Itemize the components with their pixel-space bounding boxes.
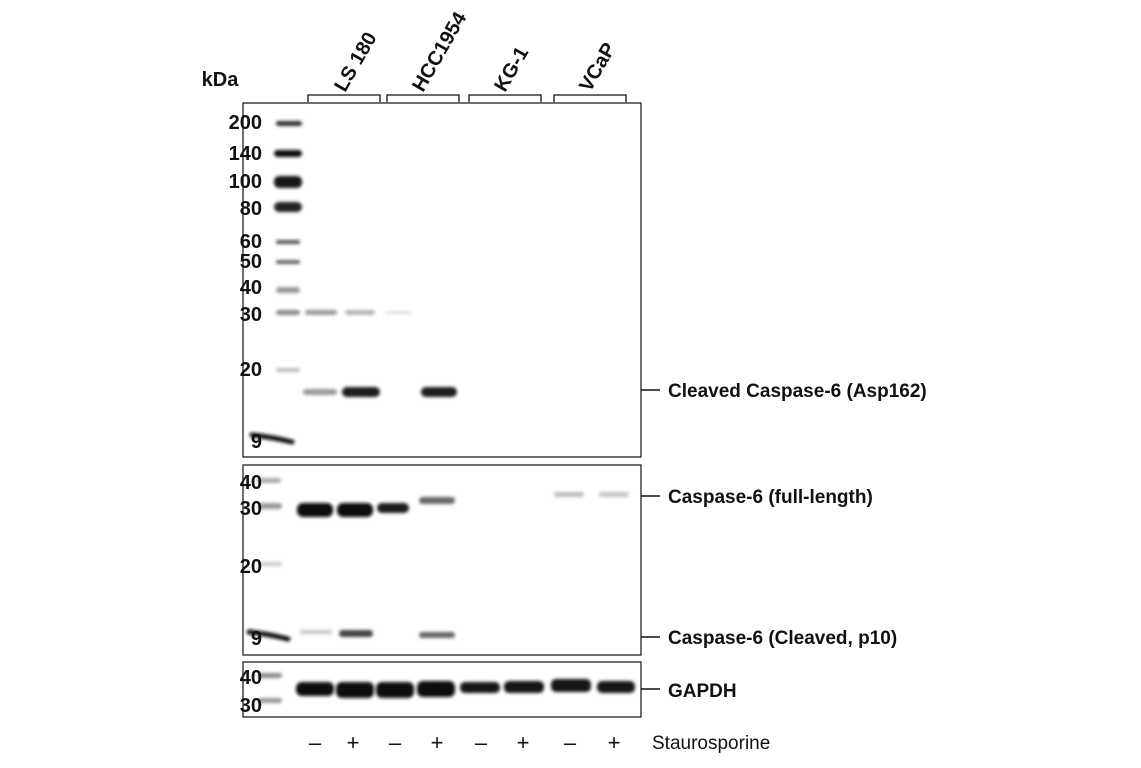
cell-line-ls180-header: LS 180 xyxy=(307,29,382,102)
band-ls180-pos-p10 xyxy=(339,630,373,637)
cell-line-vcap-label: VCaP xyxy=(575,39,620,95)
target-gapdh-label: GAPDH xyxy=(668,681,737,702)
marker-label-140: 140 xyxy=(229,143,262,165)
ladder-band-50 xyxy=(276,260,300,264)
kda-unit-label: kDa xyxy=(202,69,240,91)
cell-line-hcc1954-header: HCC1954 xyxy=(386,8,472,102)
band-ls180-pos-gapdh xyxy=(336,682,374,698)
band-ls180-neg-gapdh xyxy=(296,682,334,696)
treatment-sign-lane-6: + xyxy=(517,730,530,755)
cell-line-ls180-bracket xyxy=(307,94,381,102)
ladder-band-40-p3 xyxy=(258,673,282,678)
ladder-band-80 xyxy=(274,202,302,212)
treatment-sign-lane-2: + xyxy=(347,730,360,755)
band-hcc1954-neg-30kda xyxy=(385,311,411,314)
panel-cleaved-caspase6-markers: 200 140 100 80 60 50 40 30 20 9 xyxy=(229,112,262,453)
target-caspase6-full-length-label: Caspase-6 (full-length) xyxy=(668,487,873,508)
band-ls180-pos-17kda xyxy=(342,387,380,397)
band-hcc1954-pos-full-length xyxy=(419,497,455,504)
ladder-band-20 xyxy=(276,368,300,372)
panel-caspase6-ladder xyxy=(246,478,291,642)
cell-line-vcap-header: VCaP xyxy=(553,39,627,102)
marker-label-100: 100 xyxy=(229,171,262,193)
panel-cleaved-caspase6: 200 140 100 80 60 50 40 30 20 9 Cleaved … xyxy=(229,102,927,458)
treatment-name-label: Staurosporine xyxy=(652,733,770,754)
band-hcc1954-pos-17kda xyxy=(421,387,457,397)
cell-line-vcap-bracket xyxy=(553,94,627,102)
treatment-sign-lane-1: – xyxy=(309,730,322,755)
treatment-sign-lane-7: – xyxy=(564,730,577,755)
band-ls180-pos-30kda xyxy=(345,310,375,315)
cell-line-kg1-header: KG-1 xyxy=(468,43,542,102)
marker-label-40-p2: 40 xyxy=(240,472,262,494)
band-ls180-pos-full-length xyxy=(337,503,373,517)
marker-label-60: 60 xyxy=(240,231,262,253)
panel-gapdh-markers: 40 30 xyxy=(240,667,262,717)
ladder-band-20-p2 xyxy=(258,562,282,566)
marker-label-30-p3: 30 xyxy=(240,695,262,717)
band-hcc1954-pos-p10 xyxy=(419,632,455,638)
treatment-sign-lane-3: – xyxy=(389,730,402,755)
target-cleaved-caspase6-label: Cleaved Caspase-6 (Asp162) xyxy=(668,381,927,402)
marker-label-9-p2: 9 xyxy=(251,628,262,650)
cell-line-headers: LS 180 HCC1954 KG-1 VCaP xyxy=(307,8,627,102)
marker-label-40: 40 xyxy=(240,277,262,299)
panel-gapdh-ladder xyxy=(258,673,282,703)
panel-cleaved-caspase6-ladder xyxy=(249,121,302,445)
marker-label-20-p2: 20 xyxy=(240,556,262,578)
ladder-band-9-p2 xyxy=(246,629,291,642)
marker-label-30: 30 xyxy=(240,304,262,326)
cell-line-hcc1954-bracket xyxy=(386,94,460,102)
panel-caspase6-bands xyxy=(297,492,629,638)
band-ls180-neg-p10 xyxy=(300,630,332,634)
band-vcap-neg-gapdh xyxy=(551,679,591,692)
ladder-band-40 xyxy=(276,287,300,293)
band-hcc1954-neg-full-length xyxy=(377,503,409,513)
ladder-band-30-p2 xyxy=(258,503,282,509)
ladder-band-30 xyxy=(276,310,300,315)
band-ls180-neg-30kda xyxy=(305,310,337,315)
ladder-band-100 xyxy=(274,176,302,188)
marker-label-20: 20 xyxy=(240,359,262,381)
marker-label-50: 50 xyxy=(240,251,262,273)
panel-gapdh-bands xyxy=(296,679,635,698)
treatment-sign-lane-5: – xyxy=(475,730,488,755)
treatment-sign-lane-8: + xyxy=(608,730,621,755)
band-vcap-neg-full-length xyxy=(554,492,584,497)
band-hcc1954-pos-gapdh xyxy=(417,681,455,697)
band-ls180-neg-17kda xyxy=(303,389,337,395)
cell-line-kg1-bracket xyxy=(468,94,542,102)
ladder-band-140 xyxy=(274,150,302,157)
ladder-band-9 xyxy=(249,432,295,445)
band-vcap-pos-gapdh xyxy=(597,681,635,693)
band-hcc1954-neg-gapdh xyxy=(376,682,414,698)
marker-label-200: 200 xyxy=(229,112,262,134)
band-kg1-pos-gapdh xyxy=(504,681,544,693)
ladder-band-40-p2 xyxy=(257,478,281,483)
cell-line-hcc1954-label: HCC1954 xyxy=(408,8,471,96)
marker-label-80: 80 xyxy=(240,198,262,220)
panel-caspase6-markers: 40 30 20 9 xyxy=(240,472,262,650)
marker-label-9: 9 xyxy=(251,431,262,453)
panel-cleaved-caspase6-frame xyxy=(242,102,642,458)
panel-cleaved-caspase6-bands xyxy=(303,310,457,397)
panel-gapdh: 40 30 GAPDH xyxy=(240,661,737,718)
band-vcap-pos-full-length xyxy=(599,492,629,497)
band-ls180-neg-full-length xyxy=(297,503,333,517)
ladder-band-30-p3 xyxy=(258,698,282,703)
cell-line-ls180-label: LS 180 xyxy=(330,29,381,96)
band-kg1-neg-gapdh xyxy=(460,682,500,693)
treatment-row: – + – + – + – + Staurosporine xyxy=(309,730,770,755)
treatment-sign-lane-4: + xyxy=(431,730,444,755)
marker-label-40-p3: 40 xyxy=(240,667,262,689)
panel-caspase6: 40 30 20 9 Caspase-6 (full-length) Caspa… xyxy=(240,464,897,656)
ladder-band-200 xyxy=(276,121,302,126)
cell-line-kg1-label: KG-1 xyxy=(490,43,533,95)
target-caspase6-p10-label: Caspase-6 (Cleaved, p10) xyxy=(668,628,897,649)
marker-label-30-p2: 30 xyxy=(240,498,262,520)
ladder-band-60 xyxy=(276,240,300,244)
